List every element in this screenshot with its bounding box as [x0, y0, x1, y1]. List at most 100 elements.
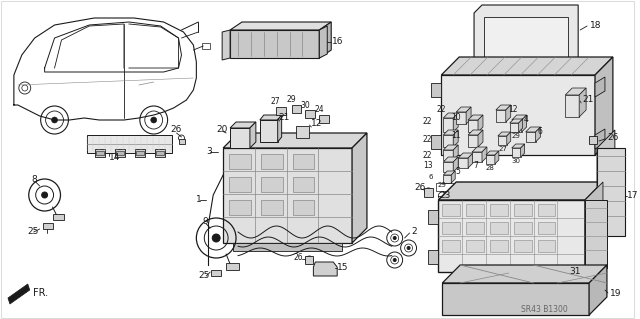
Polygon shape	[474, 5, 578, 70]
Polygon shape	[597, 148, 625, 236]
Text: 6: 6	[429, 174, 433, 180]
Polygon shape	[478, 115, 483, 132]
Text: 16: 16	[332, 38, 344, 47]
Polygon shape	[438, 200, 585, 272]
Bar	[296, 126, 309, 138]
Text: 26: 26	[415, 183, 426, 192]
Polygon shape	[458, 158, 468, 168]
Polygon shape	[222, 30, 230, 60]
Bar	[179, 139, 186, 144]
Polygon shape	[438, 182, 603, 200]
Polygon shape	[512, 115, 527, 120]
Bar	[466, 240, 484, 252]
Polygon shape	[521, 144, 525, 157]
Bar	[116, 151, 124, 155]
Text: 29: 29	[512, 133, 520, 139]
Text: 8: 8	[32, 175, 38, 184]
Polygon shape	[260, 120, 278, 142]
Text: 11: 11	[452, 131, 461, 140]
Polygon shape	[458, 153, 473, 158]
Polygon shape	[512, 120, 522, 132]
Polygon shape	[442, 283, 589, 315]
Polygon shape	[536, 127, 541, 142]
Text: 27: 27	[499, 146, 508, 152]
Polygon shape	[115, 149, 125, 157]
Polygon shape	[525, 132, 536, 142]
Text: 29: 29	[437, 182, 446, 188]
Bar	[292, 200, 314, 215]
Polygon shape	[585, 200, 607, 268]
Polygon shape	[444, 162, 453, 172]
Text: 14: 14	[109, 153, 120, 162]
Polygon shape	[453, 157, 458, 172]
Bar	[424, 188, 433, 197]
Polygon shape	[442, 265, 607, 283]
Polygon shape	[585, 182, 603, 268]
Polygon shape	[595, 57, 613, 155]
Polygon shape	[233, 243, 342, 251]
Text: 20: 20	[216, 125, 228, 135]
Polygon shape	[509, 119, 523, 123]
Polygon shape	[444, 113, 458, 118]
Polygon shape	[468, 120, 478, 132]
Polygon shape	[597, 130, 615, 236]
Polygon shape	[506, 105, 511, 122]
Polygon shape	[468, 153, 473, 168]
Bar	[43, 223, 52, 229]
Polygon shape	[8, 284, 29, 304]
Text: 31: 31	[569, 268, 580, 277]
Text: 5: 5	[456, 167, 461, 176]
Text: 23: 23	[439, 190, 451, 199]
Polygon shape	[456, 112, 466, 124]
Bar	[490, 240, 508, 252]
Polygon shape	[428, 250, 438, 264]
Bar	[292, 105, 301, 113]
Text: 18: 18	[590, 20, 602, 29]
Polygon shape	[444, 171, 455, 175]
Text: 26: 26	[294, 254, 303, 263]
Polygon shape	[478, 130, 483, 147]
Polygon shape	[444, 145, 458, 150]
Bar	[442, 204, 460, 216]
Polygon shape	[453, 130, 458, 147]
Polygon shape	[466, 107, 471, 124]
Bar	[261, 154, 283, 169]
Bar	[319, 115, 329, 123]
Polygon shape	[442, 57, 613, 75]
Polygon shape	[482, 147, 487, 162]
Polygon shape	[451, 171, 455, 183]
Text: 22: 22	[423, 151, 433, 160]
Text: 21: 21	[278, 114, 290, 122]
Text: 29: 29	[287, 95, 296, 105]
Polygon shape	[442, 75, 595, 155]
Bar	[292, 177, 314, 192]
Polygon shape	[498, 132, 511, 136]
Polygon shape	[223, 148, 352, 243]
Text: 24: 24	[314, 106, 324, 115]
Polygon shape	[230, 128, 250, 148]
Bar	[514, 240, 532, 252]
Polygon shape	[230, 30, 319, 58]
Polygon shape	[507, 132, 511, 145]
Text: 30: 30	[512, 158, 521, 164]
Bar	[538, 240, 556, 252]
Polygon shape	[525, 127, 541, 132]
Text: 10: 10	[452, 114, 461, 122]
Polygon shape	[444, 118, 453, 132]
Polygon shape	[87, 135, 172, 153]
Circle shape	[52, 117, 58, 123]
Polygon shape	[135, 149, 145, 157]
Polygon shape	[518, 119, 523, 132]
Text: 17: 17	[627, 190, 638, 199]
Polygon shape	[223, 133, 367, 148]
Polygon shape	[444, 130, 458, 135]
Polygon shape	[468, 115, 483, 120]
Bar	[261, 200, 283, 215]
Polygon shape	[484, 17, 568, 60]
Bar	[136, 151, 144, 155]
Polygon shape	[522, 115, 527, 132]
Text: 6: 6	[538, 128, 542, 137]
Polygon shape	[468, 130, 483, 135]
Text: 21: 21	[582, 95, 593, 105]
Bar	[466, 222, 484, 234]
